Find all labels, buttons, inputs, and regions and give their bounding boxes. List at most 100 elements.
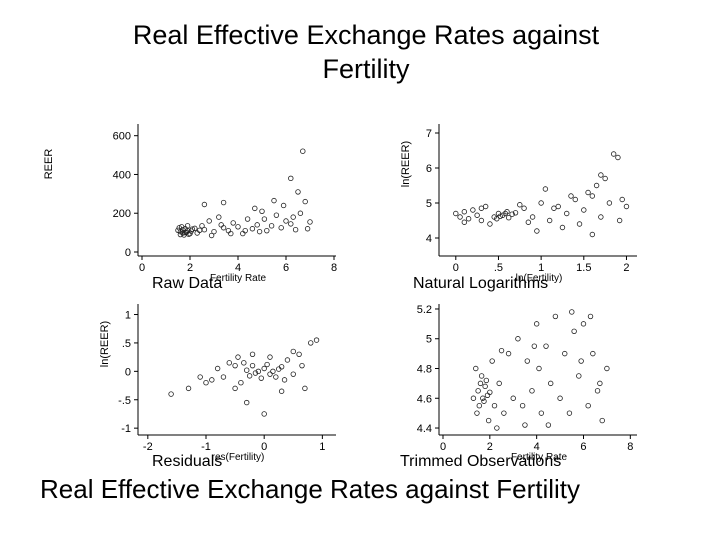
scatter-point: [453, 210, 459, 217]
x-axis-label: res(Fertility): [212, 452, 265, 463]
scatter-point: [232, 362, 238, 369]
scatter-point: [578, 358, 584, 364]
natural-logarithms-caption: Natural Logarithms: [413, 275, 549, 292]
x-tick-label: -2: [143, 441, 153, 453]
scatter-point: [226, 360, 232, 366]
x-tick-label: 2: [487, 441, 493, 453]
scatter-point: [590, 350, 596, 357]
scatter-point: [267, 354, 273, 360]
x-tick-label: 4: [235, 262, 241, 274]
scatter-point: [218, 222, 224, 228]
scatter-point: [168, 391, 174, 397]
scatter-point: [182, 229, 188, 236]
scatter-point: [284, 357, 291, 363]
scatter-point: [598, 214, 604, 220]
scatter-point: [484, 392, 491, 398]
scatter-point: [264, 227, 270, 234]
scatter-point: [483, 377, 490, 384]
scatter-point: [249, 362, 256, 369]
scatter-panel-trimmed-observations: 4.4 4.6 4.8 5 5.2 0 2 4 6 8 Fertility Rate Trimmed…: [400, 304, 637, 470]
scatter-point: [593, 182, 600, 189]
scatter-point: [497, 213, 503, 219]
scatter-point: [534, 228, 540, 234]
x-axis-label: ln(Fertility): [516, 273, 563, 284]
scatter-point: [185, 385, 192, 392]
y-tick-label: 5.2: [417, 304, 432, 316]
scatter-point: [576, 221, 583, 227]
scatter-point: [619, 196, 625, 203]
x-tick-label: 8: [331, 262, 337, 274]
scatter-point: [536, 365, 542, 372]
y-tick-label: .5: [122, 338, 131, 350]
scatter-point: [542, 186, 549, 192]
scatter-point: [568, 193, 574, 199]
footer-title: Real Effective Exchange Rates against Fe…: [40, 474, 581, 504]
scatter-point: [211, 228, 217, 235]
scatter-point: [481, 398, 487, 404]
scatter-point: [235, 224, 241, 230]
scatter-point: [546, 217, 553, 224]
scatter-point: [498, 347, 505, 354]
scatter-point: [178, 224, 185, 230]
raw-data-plot: 0 200 400 600 0 2 4 6 8 Fertility Rate REER: [43, 124, 337, 284]
scatter-point: [313, 337, 320, 343]
scatter-point: [259, 208, 265, 214]
trimmed-observations-plot: 4.4 4.6 4.8 5 5.2 0 2 4 6 8 Fertility Rate: [417, 304, 637, 463]
x-tick-label: 8: [627, 441, 633, 453]
scatter-point: [485, 417, 492, 424]
y-tick-label: 0: [125, 366, 131, 378]
scatter-point: [538, 410, 545, 416]
scatter-point: [480, 395, 486, 401]
scatter-point: [220, 199, 227, 206]
scatter-point: [477, 380, 484, 387]
scatter-point: [295, 189, 301, 195]
scatter-point: [470, 395, 477, 401]
scatter-point: [244, 216, 251, 222]
scatter-point: [288, 221, 294, 227]
y-tick-label: 5: [426, 198, 432, 210]
scatter-point: [201, 201, 208, 208]
scatter-panel-raw-data: 0 200 400 600 0 2 4 6 8 Fertility Rate REER Raw Da…: [0, 0, 360, 300]
y-tick-label: 200: [113, 208, 131, 220]
scatter-point: [585, 403, 591, 409]
scatter-point: [188, 228, 194, 234]
natural-logarithms-plot: 4 5 6 7 0 .5 1 1.5 2 ln(Fertility) ln(REER): [400, 124, 637, 284]
scatter-point: [290, 214, 296, 220]
scatter-point: [562, 350, 568, 357]
scatter-point: [297, 210, 304, 216]
x-axis-label: Fertility Rate: [210, 273, 267, 284]
y-tick-label: -1: [121, 423, 131, 435]
scatter-point: [587, 313, 594, 320]
scatter-point: [308, 340, 314, 346]
scatter-point: [304, 226, 311, 232]
scatter-point: [288, 175, 294, 182]
scatter-panel-residuals: -1 -.5 0 .5 1 -2 -1 0 1 res(Fertility) ln(REER) Re…: [0, 0, 360, 480]
residuals-plot: -1 -.5 0 .5 1 -2 -1 0 1 res(Fertility) ln(REER): [99, 304, 336, 463]
y-tick-label: 4.4: [417, 423, 432, 435]
scatter-point: [255, 368, 262, 375]
x-tick-label: .5: [494, 262, 503, 274]
scatter-point: [616, 217, 623, 224]
scatter-point: [519, 403, 526, 409]
scatter-point: [585, 189, 591, 196]
scatter-point: [214, 365, 221, 372]
x-tick-label: 0: [440, 441, 446, 453]
scatter-point: [461, 209, 468, 215]
scatter-point: [545, 422, 552, 428]
x-tick-label: 0: [453, 262, 459, 274]
scatter-point: [509, 211, 515, 217]
scatter-point: [502, 210, 508, 217]
scatter-point: [271, 197, 277, 204]
scatter-point: [220, 374, 227, 380]
x-axis-label: Fertility Rate: [511, 452, 568, 463]
scatter-point: [602, 175, 608, 182]
slide-title: Real Effective Exchange Rates against Fe…: [0, 18, 720, 86]
scatter-point: [506, 214, 512, 221]
slide-title-line1: Real Effective Exchange Rates against: [132, 20, 600, 50]
scatter-point: [206, 218, 212, 224]
scatter-point: [273, 212, 280, 218]
scatter-point: [244, 399, 250, 406]
scatter-point: [512, 210, 519, 216]
scatter-point: [615, 154, 621, 161]
scatter-point: [599, 417, 605, 424]
